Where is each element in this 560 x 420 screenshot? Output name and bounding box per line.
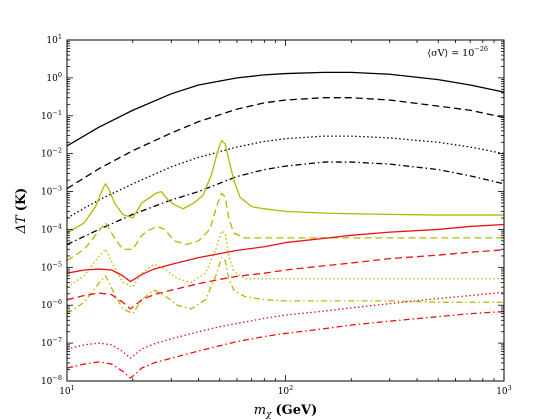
series-line-9 bbox=[66, 223, 505, 283]
y-axis-label: ΔT (K) bbox=[14, 188, 29, 235]
series-line-10 bbox=[66, 249, 505, 310]
tick-layer: 10−8 10−7 10−6 10−5 10−4 10−3 10−2 10−1 100 101 10… bbox=[41, 33, 512, 397]
series-line-1 bbox=[66, 71, 505, 147]
series-line-3 bbox=[66, 135, 505, 219]
y-tick-label: 10−1 bbox=[41, 109, 62, 122]
y-tick-label: 10−3 bbox=[41, 185, 62, 198]
series-layer bbox=[66, 71, 505, 379]
y-axis-symbol: ΔT bbox=[14, 214, 29, 234]
x-tick-label: 101 bbox=[59, 384, 75, 397]
y-tick-label: 10−4 bbox=[41, 222, 62, 235]
y-tick-label: 101 bbox=[46, 33, 62, 46]
y-tick-label: 100 bbox=[46, 71, 62, 84]
series-line-5 bbox=[66, 140, 504, 234]
series-line-7 bbox=[66, 230, 504, 288]
y-tick-label: 10−7 bbox=[41, 336, 62, 349]
y-tick-label: 10−6 bbox=[41, 298, 62, 311]
y-tick-label: 10−2 bbox=[41, 147, 62, 160]
plot-frame bbox=[66, 39, 505, 382]
series-line-2 bbox=[66, 97, 505, 190]
y-tick-label: 10−5 bbox=[41, 260, 62, 273]
y-axis-unit: (K) bbox=[14, 188, 29, 212]
x-tick-label: 102 bbox=[278, 384, 294, 397]
series-line-6 bbox=[66, 192, 504, 262]
series-line-8 bbox=[66, 257, 504, 315]
series-line-4 bbox=[66, 161, 505, 246]
y-tick-label: 10−8 bbox=[41, 374, 62, 387]
annotation: ⟨σV⟩ = 10−26 bbox=[427, 45, 488, 59]
x-axis-label: mχ (GeV) bbox=[254, 403, 318, 420]
x-axis-symbol: m bbox=[254, 403, 266, 418]
x-tick-label: 103 bbox=[496, 384, 512, 397]
x-axis-subscript: χ bbox=[265, 410, 272, 420]
x-axis-unit: (GeV) bbox=[276, 403, 318, 418]
annotation-exponent: −26 bbox=[474, 45, 488, 53]
series-line-12 bbox=[66, 310, 505, 379]
annotation-lhs: ⟨σV⟩ = 10 bbox=[427, 48, 474, 59]
